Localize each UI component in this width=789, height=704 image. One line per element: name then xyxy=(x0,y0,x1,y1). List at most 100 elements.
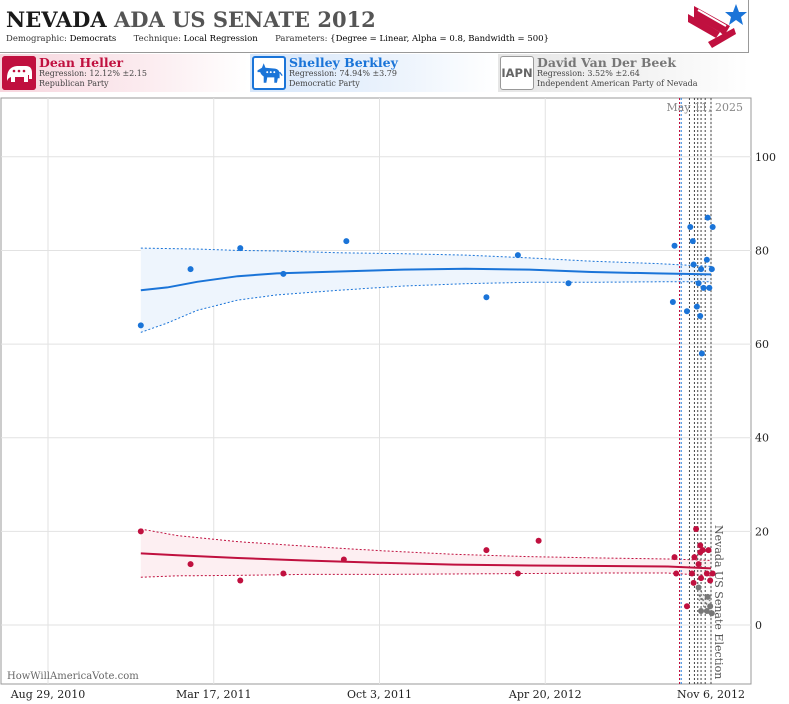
title-race: ADA US SENATE 2012 xyxy=(113,7,376,32)
data-point xyxy=(237,245,244,252)
plot-area xyxy=(0,97,752,685)
data-point xyxy=(340,556,347,563)
data-point xyxy=(703,607,710,614)
data-point xyxy=(706,284,713,291)
data-point xyxy=(705,547,712,554)
data-point xyxy=(688,570,695,577)
data-point xyxy=(280,270,287,277)
data-point xyxy=(137,322,144,329)
data-point xyxy=(690,261,697,268)
y-tick-label: 0 xyxy=(755,619,762,632)
trend-line xyxy=(140,552,712,570)
data-point xyxy=(698,350,705,357)
data-point xyxy=(698,575,705,582)
data-point xyxy=(703,256,710,263)
data-point xyxy=(695,561,702,568)
page-title: NEVADA ADA US SENATE 2012 xyxy=(6,7,376,32)
data-point xyxy=(698,266,705,273)
candidate-name: David Van Der Beek xyxy=(537,55,676,70)
candidate-card-berkley[interactable]: Shelley Berkley Regression: 74.94% ±3.79… xyxy=(250,54,498,92)
data-point xyxy=(565,280,572,287)
y-tick-label: 60 xyxy=(755,338,769,351)
data-point xyxy=(697,542,704,549)
header-divider xyxy=(0,52,749,53)
band-lower xyxy=(698,598,712,617)
data-point xyxy=(673,570,680,577)
data-point xyxy=(695,280,702,287)
site-logo-icon[interactable] xyxy=(686,2,748,50)
data-point xyxy=(514,252,521,259)
band-lower xyxy=(140,281,711,333)
data-point xyxy=(708,266,715,273)
candidate-party: Independent American Party of Nevada xyxy=(537,79,698,88)
data-point xyxy=(703,570,710,577)
band-upper xyxy=(140,528,712,561)
header-divider-vertical xyxy=(748,0,749,53)
candidate-regression: Regression: 12.12% ±2.15 xyxy=(39,69,147,78)
event-label: Nevada US Senate Election xyxy=(712,525,725,679)
title-state: NEVADA xyxy=(6,7,107,32)
parameters-label: Parameters: xyxy=(275,34,328,44)
data-point xyxy=(514,570,521,577)
data-point xyxy=(535,537,542,544)
candidate-party: Democratic Party xyxy=(289,79,360,88)
x-axis: Aug 29, 2010 Mar 17, 2011 Oct 3, 2011 Apr 2… xyxy=(10,688,745,701)
y-tick-label: 80 xyxy=(755,244,769,257)
technique-value: Local Regression xyxy=(183,34,258,44)
date-stamp: May 11, 2025 xyxy=(666,101,743,114)
candidate-regression: Regression: 3.52% ±2.64 xyxy=(537,69,640,78)
data-point xyxy=(699,547,706,554)
confidence-band xyxy=(140,248,711,333)
data-point xyxy=(343,238,350,245)
data-point xyxy=(704,214,711,221)
candidate-card-van-der-beek[interactable]: IAPN David Van Der Beek Regression: 3.52… xyxy=(498,54,749,92)
elephant-icon xyxy=(2,56,36,90)
data-point xyxy=(187,561,194,568)
x-tick-label: Nov 6, 2012 xyxy=(677,688,745,701)
watermark: HowWillAmericaVote.com xyxy=(7,671,139,682)
poll-chart: 0 20 40 60 80 100 Aug 29, 2010 Mar 17, 2011 Oct… xyxy=(0,97,776,701)
data-point xyxy=(483,547,490,554)
data-point xyxy=(704,593,711,600)
candidate-regression: Regression: 74.94% ±3.79 xyxy=(289,69,397,78)
candidate-name: Dean Heller xyxy=(39,55,124,70)
candidate-party: Republican Party xyxy=(39,79,109,88)
data-point xyxy=(707,603,714,610)
x-tick-label: Aug 29, 2010 xyxy=(10,688,86,701)
data-point xyxy=(483,294,490,301)
x-tick-label: Oct 3, 2011 xyxy=(347,688,412,701)
donkey-icon xyxy=(252,56,286,90)
data-point xyxy=(683,603,690,610)
data-point xyxy=(695,584,702,591)
data-point xyxy=(698,607,705,614)
y-tick-label: 100 xyxy=(755,151,776,164)
data-point xyxy=(280,570,287,577)
x-tick-label: Apr 20, 2012 xyxy=(508,688,582,701)
trend-line xyxy=(140,267,712,292)
data-point xyxy=(707,577,714,584)
data-point xyxy=(690,579,697,586)
data-point xyxy=(693,526,700,533)
data-point xyxy=(683,308,690,315)
data-point xyxy=(708,610,715,617)
data-point xyxy=(671,242,678,249)
event-lines xyxy=(679,98,712,684)
candidate-card-heller[interactable]: Dean Heller Regression: 12.12% ±2.15 Rep… xyxy=(0,54,248,92)
y-axis: 0 20 40 60 80 100 xyxy=(755,151,776,632)
data-point xyxy=(693,303,700,310)
x-tick-label: Mar 17, 2011 xyxy=(176,688,252,701)
party-badge-icon: IAPN xyxy=(500,56,534,90)
data-point xyxy=(671,554,678,561)
demographic-label: Demographic: xyxy=(6,34,67,44)
data-point xyxy=(237,577,244,584)
y-tick-label: 40 xyxy=(755,432,769,445)
data-point xyxy=(187,266,194,273)
band-upper xyxy=(140,247,712,267)
parameters-value: {Degree = Linear, Alpha = 0.8, Bandwidth… xyxy=(330,34,549,44)
data-point xyxy=(689,238,696,245)
data-point xyxy=(669,298,676,305)
poll-points xyxy=(137,214,716,617)
band-upper xyxy=(698,587,712,602)
data-point xyxy=(709,224,716,231)
data-point xyxy=(137,528,144,535)
